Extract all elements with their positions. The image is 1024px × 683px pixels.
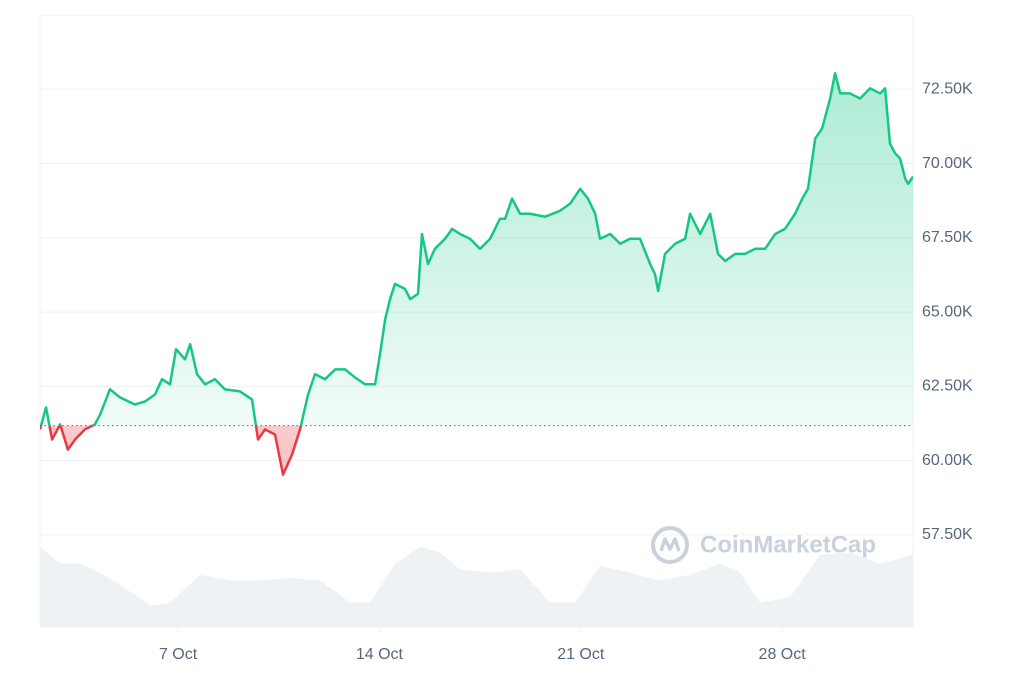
x-tick-label: 28 Oct: [759, 646, 807, 663]
volume-area: [40, 547, 913, 627]
watermark-logo: [651, 526, 689, 564]
x-tick-label: 14 Oct: [356, 646, 404, 663]
y-tick-label: 72.50K: [922, 80, 973, 97]
watermark-logo-mark: [659, 537, 681, 552]
area-above: [41, 73, 913, 426]
watermark: CoinMarketCap: [700, 531, 876, 558]
y-tick-label: 70.00K: [922, 155, 973, 172]
y-tick-label: 65.00K: [922, 303, 973, 320]
y-tick-label: 67.50K: [922, 229, 973, 246]
x-tick-label: 7 Oct: [159, 646, 198, 663]
y-tick-label: 57.50K: [922, 526, 973, 543]
y-tick-label: 60.00K: [922, 452, 973, 469]
y-tick-label: 62.50K: [922, 378, 973, 395]
x-tick-label: 21 Oct: [557, 646, 605, 663]
price-line: [40, 71, 913, 426]
